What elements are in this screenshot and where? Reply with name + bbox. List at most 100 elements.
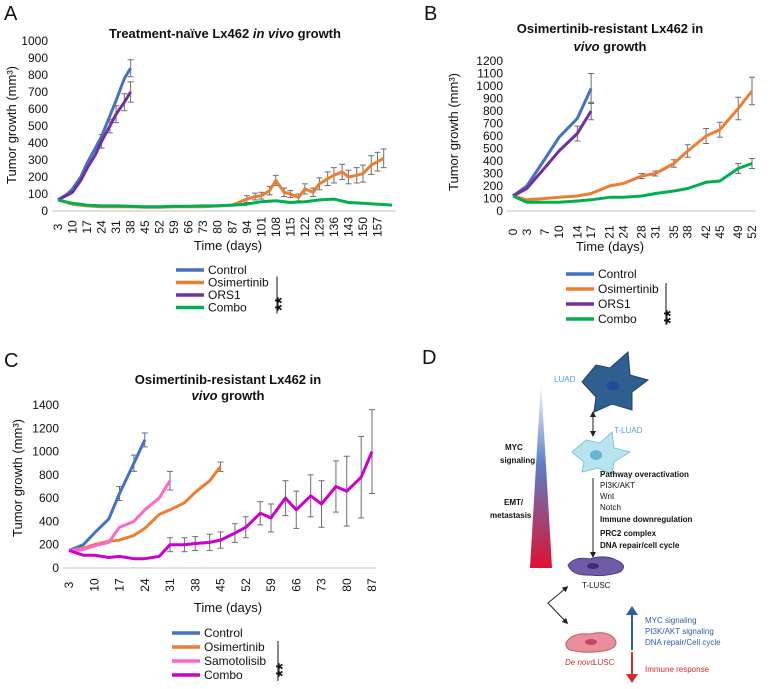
chart-a-series-combo <box>57 197 393 209</box>
chart-c-x-tick: 59 <box>264 578 278 592</box>
chart-c-legend-label: Osimertinib <box>204 640 265 654</box>
myc-left-line1: MYC <box>505 443 523 452</box>
chart-a-x-tick: 157 <box>370 217 384 237</box>
tlusc-denovo-arrow-icon <box>547 586 569 625</box>
tluad-nucleus-icon <box>590 450 602 460</box>
chart-a-x-tick: 80 <box>211 220 225 234</box>
chart-c-x-tick: 3 <box>62 581 76 588</box>
chart-b-x-tick: 21 <box>603 225 617 239</box>
chart-b-legend-label: Combo <box>598 312 637 326</box>
right-down: Immune response <box>645 665 710 674</box>
chart-c-y-tick: 800 <box>39 468 59 482</box>
panel-label-d: D <box>422 347 436 369</box>
chart-b-x-tick: 28 <box>635 225 649 239</box>
chart-b-x-tick: 7 <box>538 228 552 235</box>
right-up-1: MYC signaling <box>645 616 697 625</box>
chart-a-x-tick: 122 <box>298 217 312 237</box>
chart-a-x-tick: 59 <box>167 220 181 234</box>
emt-left-line2: metastasis <box>490 511 532 520</box>
chart-c-x-tick: 45 <box>214 578 228 592</box>
chart-a-x-tick: 129 <box>312 217 326 237</box>
chart-a-legend-label: Control <box>208 263 247 277</box>
chart-a-x-tick: 101 <box>254 217 268 237</box>
chart-a-title-part: growth <box>294 26 341 41</box>
chart-c-y-label: Tumor growth (mm³) <box>10 419 25 537</box>
chart-c-title-part: growth <box>218 388 265 403</box>
chart-c-y-tick: 1000 <box>32 445 59 459</box>
chart-b-title-part: vivo <box>574 39 600 54</box>
denovo-nucleus-icon <box>585 639 597 645</box>
chart-b-series-ors1 <box>512 110 593 198</box>
chart-c-title-line1: Osimertinib-resistant Lx462 in <box>135 372 321 387</box>
chart-b-title-line1: Osimertinib-resistant Lx462 in <box>517 21 703 36</box>
chart-a-y-tick: 700 <box>28 85 48 99</box>
pathway-item-2: Wnt <box>600 492 615 501</box>
chart-a-x-tick: 45 <box>138 220 152 234</box>
chart-a-x-tick: 31 <box>109 220 123 234</box>
right-up-2: PI3K/AKT signaling <box>645 627 714 636</box>
chart-b-y-tick: 100 <box>483 192 503 206</box>
chart-b-x-tick: 42 <box>699 225 713 239</box>
chart-c-x-tick: 17 <box>113 578 127 592</box>
chart-b-x-tick: 49 <box>731 225 745 239</box>
chart-a-series-control <box>57 67 132 202</box>
chart-a-y-tick: 1000 <box>21 34 48 48</box>
panel-label-b: B <box>424 3 437 25</box>
chart-b-y-tick: 1100 <box>477 67 503 81</box>
chart-c-legend-label: Combo <box>204 668 243 682</box>
prc2-complex: PRC2 complex <box>600 529 657 538</box>
chart-b-legend-label: Osimertinib <box>598 282 659 296</box>
chart-a-x-tick: 115 <box>283 217 297 236</box>
chart-a-title: Treatment-naïve Lx462 in vivo growth <box>109 26 341 41</box>
chart-b-x-label: Time (days) <box>576 239 644 254</box>
chart-c-x-tick: 52 <box>239 578 253 592</box>
chart-a-title-part: Treatment-naïve Lx462 <box>109 26 253 41</box>
chart-c-y-tick: 600 <box>39 491 59 505</box>
chart-b: Osimertinib-resistant Lx462 in vivo growt… <box>446 21 759 326</box>
chart-a-legend-label: Combo <box>208 301 247 315</box>
chart-b-legend-label: Control <box>598 267 637 281</box>
panel-label-a: A <box>4 3 18 25</box>
luad-nucleus-icon <box>607 381 619 391</box>
chart-a-title-part: in vivo <box>253 26 294 41</box>
chart-c-x-tick: 80 <box>340 578 354 592</box>
chart-a-legend-label: ORS1 <box>208 288 241 302</box>
chart-b-y-label: Tumor growth (mm³) <box>446 73 461 191</box>
chart-b-x-tick: 52 <box>745 225 759 239</box>
chart-c-legend-label: Samotolisib <box>204 654 266 668</box>
chart-a-x-tick: 3 <box>51 223 65 230</box>
tlusc-nucleus-icon <box>587 563 599 569</box>
panel-label-c: C <box>4 350 18 372</box>
chart-c-title-line2: vivo growth <box>192 388 265 403</box>
pathway-title: Pathway overactivation <box>600 470 689 479</box>
down-arrow-icon <box>626 674 638 683</box>
chart-b-y-tick: 700 <box>483 117 503 131</box>
chart-b-series-control <box>512 87 593 198</box>
tluad-label: T-LUAD <box>614 426 643 435</box>
chart-c-significance: ** <box>273 663 293 677</box>
chart-a-x-tick: 136 <box>327 217 341 237</box>
chart-a-x-tick: 52 <box>153 220 167 234</box>
chart-c-title-part: vivo <box>192 388 218 403</box>
diagram-d: MYC signaling EMT/ metastasis LUAD T-LUA… <box>490 350 721 683</box>
chart-c-series-combo <box>68 451 374 561</box>
chart-c-x-label: Time (days) <box>194 600 262 615</box>
pathway-item-1: PI3K/AKT <box>600 481 635 490</box>
chart-a-series-ors1 <box>57 91 132 202</box>
chart-a-y-tick: 400 <box>28 136 48 150</box>
chart-a-y-tick: 600 <box>28 102 48 116</box>
chart-c-y-tick: 400 <box>39 514 59 528</box>
chart-a-y-tick: 300 <box>28 153 48 167</box>
chart-c-x-tick: 31 <box>163 578 177 592</box>
chart-a-x-tick: 150 <box>356 217 370 237</box>
chart-a-y-tick: 200 <box>28 170 48 184</box>
chart-b-y-tick: 500 <box>483 142 503 156</box>
chart-a-legend-label: Osimertinib <box>208 276 269 290</box>
chart-c-x-tick: 38 <box>188 578 202 592</box>
chart-a-x-tick: 143 <box>341 217 355 237</box>
chart-b-y-tick: 900 <box>483 92 503 106</box>
chart-b-y-tick: 0 <box>496 204 503 218</box>
chart-c-y-tick: 1200 <box>32 421 59 435</box>
